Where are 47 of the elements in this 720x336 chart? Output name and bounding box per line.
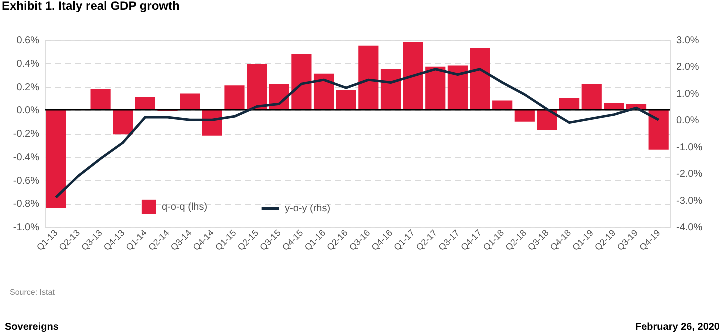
y2-tick-label: -1.0% (676, 142, 703, 154)
bar (135, 97, 156, 110)
y-tick-label: -0.8% (13, 199, 40, 210)
y-tick-label: -0.2% (13, 129, 40, 140)
line-series (54, 68, 660, 199)
y-tick-label: 0.0% (16, 106, 40, 117)
y2-tick-label: -2.0% (676, 169, 703, 180)
y-tick-label: -1.0% (13, 222, 40, 234)
y-tick-label: -0.4% (13, 152, 40, 164)
bar (314, 74, 334, 110)
bar (582, 84, 602, 110)
bar (470, 48, 490, 110)
bar (448, 66, 468, 110)
bar (358, 46, 379, 110)
bar (648, 110, 669, 150)
bar (336, 90, 356, 110)
bar (560, 98, 580, 110)
bar (604, 103, 624, 110)
source-note: Source: Istat (10, 288, 56, 297)
text: February 26, 2020 (636, 322, 720, 333)
legend-label: y-o-y (rhs) (285, 204, 331, 214)
text: Sovereigns (5, 322, 60, 333)
bar (247, 64, 268, 110)
bar (492, 100, 513, 110)
bar (403, 42, 424, 110)
bar (180, 94, 200, 110)
y-tick-label: 0.6% (16, 36, 40, 46)
y-tick-label: 0.4% (16, 58, 40, 70)
bar (46, 110, 66, 208)
y2-tick-label: 0.0% (676, 116, 700, 127)
bar (426, 66, 446, 110)
y2-tick-label: -4.0% (676, 222, 703, 234)
y-tick-label: 0.2% (16, 82, 40, 94)
bar (514, 110, 535, 122)
y2-tick-label: 2.0% (676, 62, 700, 74)
y2-tick-label: -3.0% (676, 196, 703, 207)
y2-tick-label: 3.0% (676, 36, 700, 46)
legend-label: q-o-q (lhs) (162, 202, 208, 213)
chart-title: Exhibit 1. Italy real GDP growth (2, 0, 180, 13)
bar (113, 110, 134, 135)
bar (224, 86, 245, 110)
y2-tick-label: 1.0% (676, 88, 700, 100)
bar (292, 54, 312, 110)
bar (380, 69, 402, 110)
bar (537, 110, 558, 130)
bar (90, 89, 111, 110)
y-tick-label: -0.6% (13, 176, 40, 187)
